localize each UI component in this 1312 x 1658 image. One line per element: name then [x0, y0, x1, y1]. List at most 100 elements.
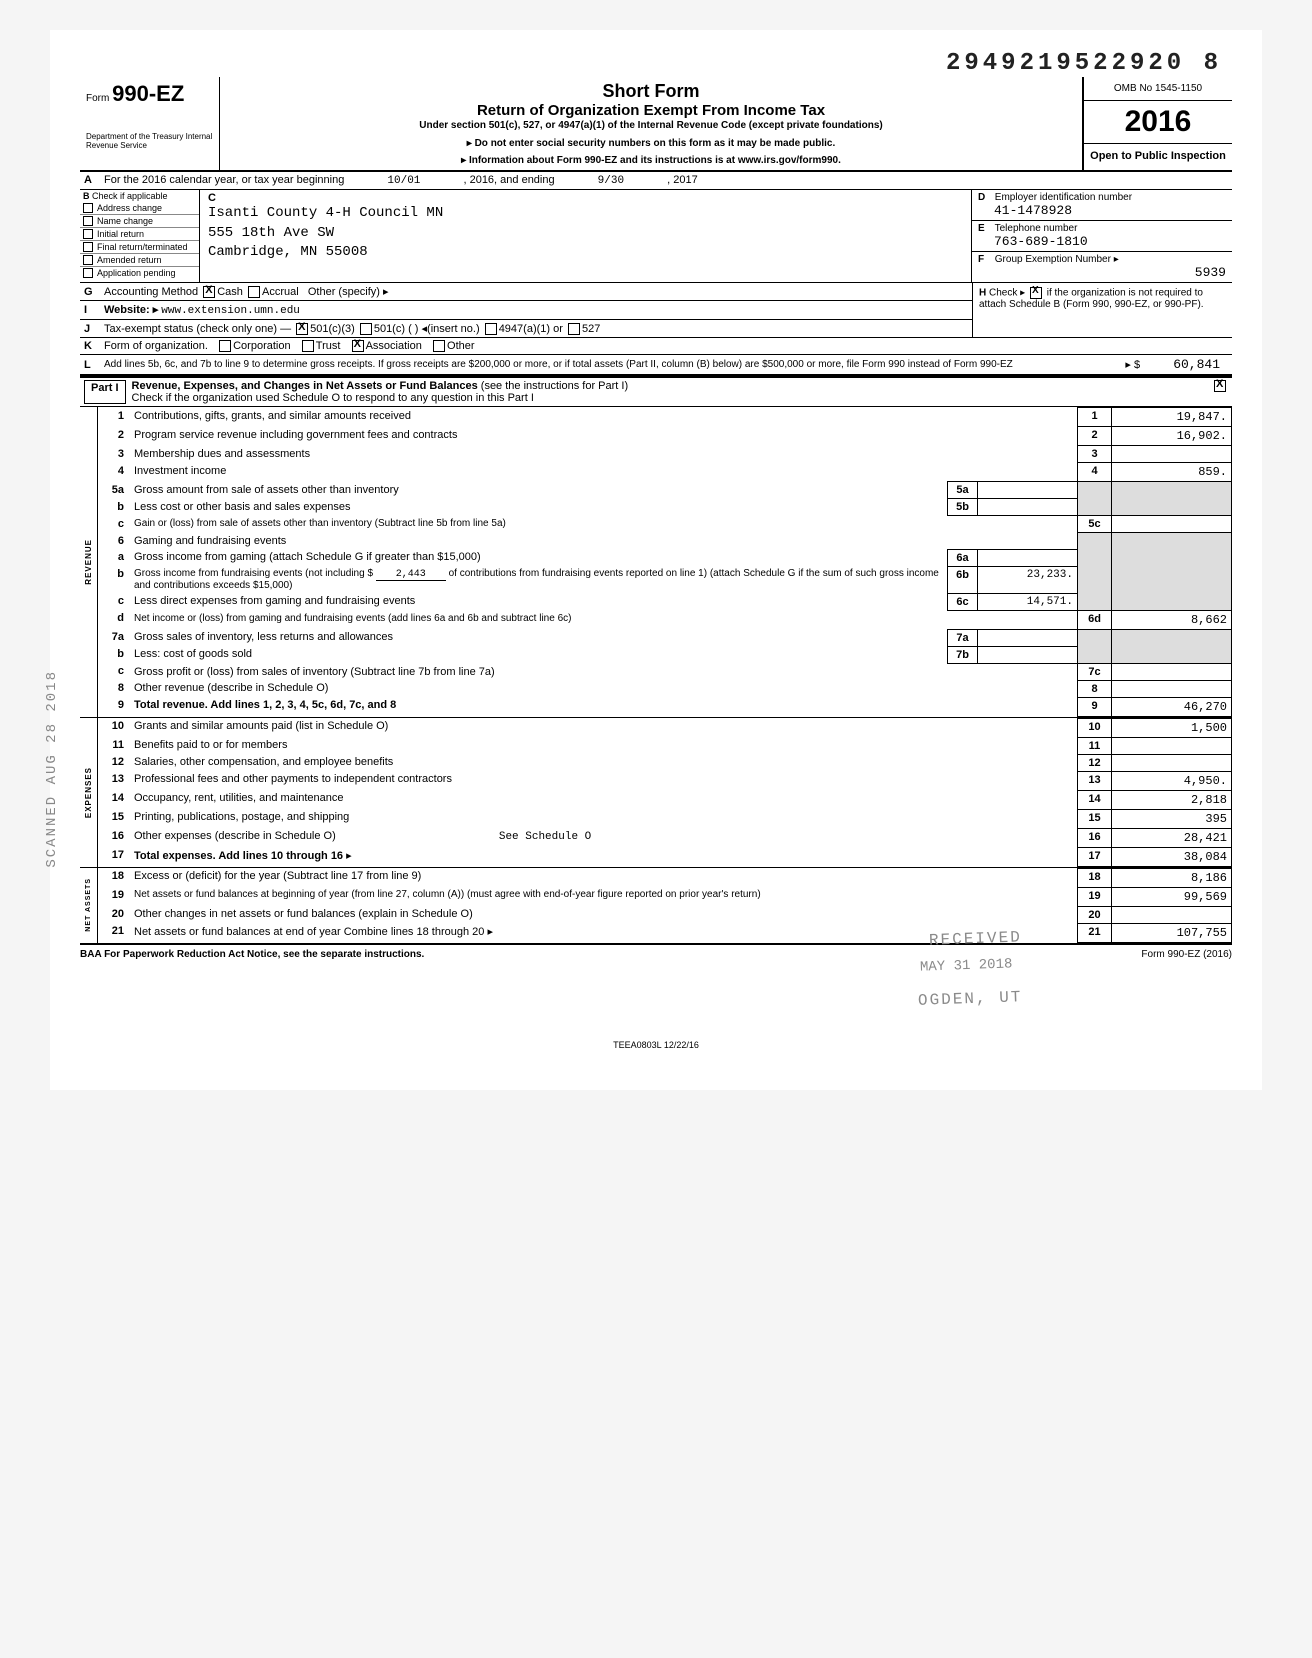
line-h: H Check ▸ if the organization is not req… — [972, 283, 1232, 337]
ogden-stamp: OGDEN, UT — [917, 988, 1022, 1010]
amt-line-7b — [978, 646, 1078, 663]
amt-line-7a — [978, 629, 1078, 646]
amt-line-17: 38,084 — [1112, 847, 1232, 866]
form-prefix: Form — [86, 93, 109, 104]
check-name-change[interactable]: Name change — [80, 215, 199, 228]
title-return: Return of Organization Exempt From Incom… — [228, 102, 1074, 119]
line-g: G Accounting Method Cash Accrual Other (… — [80, 283, 972, 301]
label-b: B — [83, 191, 90, 201]
gross-receipts-text: Add lines 5b, 6c, and 7b to line 9 to de… — [104, 359, 1048, 370]
checkbox-4947[interactable] — [485, 323, 497, 335]
ein-value: 41-1478928 — [978, 203, 1226, 218]
checkbox-corporation[interactable] — [219, 340, 231, 352]
label-l: L — [84, 359, 104, 371]
501c3-label: 501(c)(3) — [310, 323, 355, 335]
accounting-method-label: Accounting Method — [104, 286, 198, 298]
check-initial-return[interactable]: Initial return — [80, 228, 199, 241]
check-application-pending[interactable]: Application pending — [80, 267, 199, 279]
amt-line-20 — [1112, 906, 1232, 923]
part-1-hint: (see the instructions for Part I) — [481, 380, 628, 392]
label-d: D — [978, 192, 992, 203]
amt-line-12 — [1112, 754, 1232, 771]
check-address-change[interactable]: Address change — [80, 202, 199, 215]
checkbox-other-org[interactable] — [433, 340, 445, 352]
amt-line-9: 46,270 — [1112, 697, 1232, 716]
amt-line-10: 1,500 — [1112, 718, 1232, 737]
tax-year-end: 9/30 — [558, 175, 664, 187]
gross-receipts-value: 60,841 — [1143, 357, 1220, 372]
label-g: G — [84, 286, 104, 298]
4947-label: 4947(a)(1) or — [499, 323, 563, 335]
checkbox-501c[interactable] — [360, 323, 372, 335]
cell-f: F Group Exemption Number ▸ 5939 — [972, 252, 1232, 282]
checkbox-schedule-o[interactable] — [1214, 380, 1226, 392]
checkbox-no-schedule-b[interactable] — [1030, 287, 1042, 299]
label-j: J — [84, 323, 104, 335]
tax-exempt-label: Tax-exempt status (check only one) — — [104, 323, 291, 335]
revenue-section: REVENUE 1Contributions, gifts, grants, a… — [80, 407, 1232, 717]
checkbox-association[interactable] — [352, 340, 364, 352]
cash-label: Cash — [217, 286, 243, 298]
omb-number: OMB No 1545-1150 — [1084, 77, 1232, 101]
checkbox-icon[interactable] — [83, 216, 93, 226]
expenses-table: 10Grants and similar amounts paid (list … — [98, 718, 1232, 867]
header-right: OMB No 1545-1150 2016 Open to Public Ins… — [1082, 77, 1232, 170]
group-exemption-value: 5939 — [978, 265, 1226, 280]
phone-label: Telephone number — [995, 223, 1078, 234]
amt-line-18: 8,186 — [1112, 868, 1232, 887]
checkbox-501c3[interactable] — [296, 323, 308, 335]
line-a-mid: , 2016, and ending — [463, 174, 554, 186]
label-i: I — [84, 304, 104, 316]
checkbox-accrual[interactable] — [248, 286, 260, 298]
form-footer-label: Form 990-EZ (2016) — [1141, 949, 1232, 960]
header-title: Short Form Return of Organization Exempt… — [220, 77, 1082, 170]
check-arrow-label: Check ▸ — [989, 288, 1025, 299]
amt-line-5c — [1112, 516, 1232, 533]
org-addr1: 555 18th Ave SW — [208, 224, 963, 244]
association-label: Association — [366, 340, 422, 352]
checkbox-trust[interactable] — [302, 340, 314, 352]
label-f: F — [978, 254, 992, 265]
amt-line-5b — [978, 499, 1078, 516]
amt-line-5a — [978, 482, 1078, 499]
amt-line-6c: 14,571. — [978, 593, 1078, 610]
form-of-org-label: Form of organization. — [104, 340, 208, 352]
group-exemption-label: Group Exemption Number ▸ — [995, 254, 1119, 265]
line-a-endyear: , 2017 — [667, 174, 698, 186]
label-k: K — [84, 340, 104, 352]
check-amended-return[interactable]: Amended return — [80, 254, 199, 267]
line-l: L Add lines 5b, 6c, and 7b to line 9 to … — [80, 355, 1232, 376]
block-bcdef: B Check if applicable Address change Nam… — [80, 190, 1232, 283]
amt-line-21: 107,755 — [1112, 923, 1232, 942]
amt-line-13: 4,950. — [1112, 771, 1232, 790]
amt-line-14: 2,818 — [1112, 790, 1232, 809]
form-page: 2949219522920 8 Form 990-EZ Department o… — [50, 30, 1262, 1090]
checkbox-icon[interactable] — [83, 255, 93, 265]
checkbox-icon[interactable] — [83, 268, 93, 278]
check-final-return[interactable]: Final return/terminated — [80, 241, 199, 254]
subtitle-under-section: Under section 501(c), 527, or 4947(a)(1)… — [228, 119, 1074, 132]
scanned-stamp: SCANNED AUG 28 2018 — [44, 670, 60, 868]
title-short-form: Short Form — [228, 81, 1074, 102]
checkbox-527[interactable] — [568, 323, 580, 335]
document-locator-number: 2949219522920 8 — [80, 50, 1232, 77]
checkbox-icon[interactable] — [83, 203, 93, 213]
amt-line-3 — [1112, 446, 1232, 463]
subtitle-info-url: ▸ Information about Form 990-EZ and its … — [228, 155, 1074, 166]
col-b-checks: B Check if applicable Address change Nam… — [80, 190, 200, 282]
amt-line-2: 16,902. — [1112, 427, 1232, 446]
label-a: A — [80, 172, 100, 189]
amt-line-8 — [1112, 680, 1232, 697]
org-name: Isanti County 4-H Council MN — [208, 204, 963, 224]
net-assets-table: 18Excess or (deficit) for the year (Subt… — [98, 868, 1232, 943]
page-footer: BAA For Paperwork Reduction Act Notice, … — [80, 943, 1232, 960]
527-label: 527 — [582, 323, 600, 335]
net-assets-section: NET ASSETS 18Excess or (deficit) for the… — [80, 867, 1232, 943]
amt-line-7c — [1112, 663, 1232, 680]
checkbox-icon[interactable] — [83, 229, 93, 239]
checkbox-icon[interactable] — [83, 242, 93, 252]
amt-line-16: 28,421 — [1112, 828, 1232, 847]
amt-line-4: 859. — [1112, 463, 1232, 482]
checkbox-cash[interactable] — [203, 286, 215, 298]
accrual-label: Accrual — [262, 286, 299, 298]
